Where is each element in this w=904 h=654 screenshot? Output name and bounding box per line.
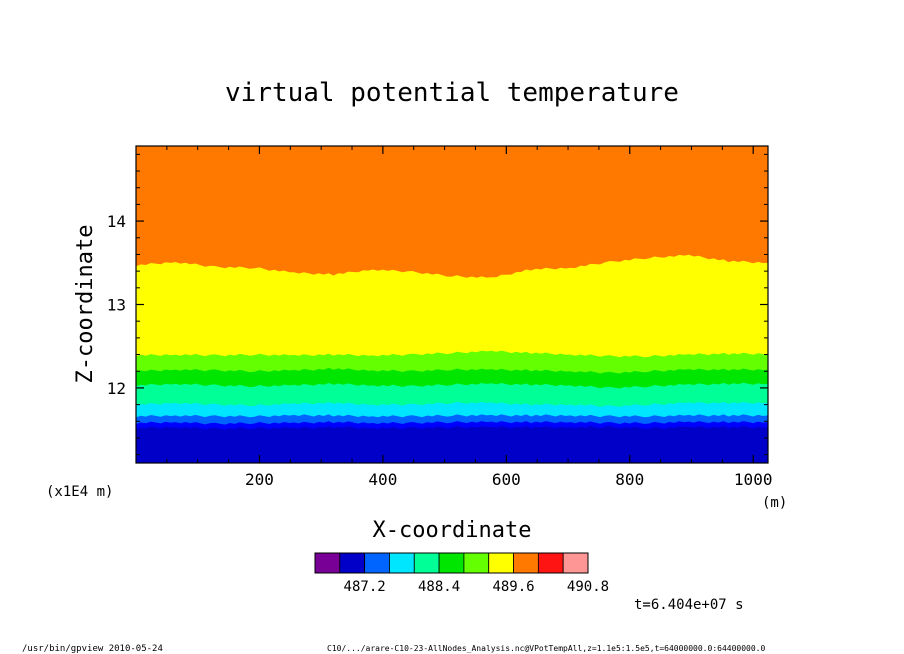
colorbar-swatch — [413, 552, 440, 574]
colorbar-swatch — [488, 552, 514, 574]
colorbar-labels: 487.2 488.4 489.6 490.8 — [344, 579, 610, 595]
colorbar — [314, 552, 589, 574]
x-tick-label: 600 — [492, 470, 521, 489]
colorbar-swatch — [562, 552, 589, 574]
axis-ticks — [136, 146, 768, 463]
colorbar-swatch — [438, 552, 465, 574]
contour-band-8 — [136, 146, 768, 278]
colorbar-swatch — [339, 552, 366, 574]
x-axis-label: X-coordinate — [373, 518, 532, 543]
colorbar-frame — [314, 552, 589, 574]
colorbar-swatch — [513, 552, 539, 574]
colorbar-swatch — [389, 552, 415, 574]
y-tick-label: 14 — [107, 212, 126, 231]
footer-right: C10/.../arare-C10-23-AllNodes_Analysis.n… — [327, 644, 765, 653]
colorbar-tick-label: 489.6 — [492, 579, 534, 595]
x-unit-label: (m) — [762, 495, 787, 511]
time-label: t=6.404e+07 s — [634, 597, 744, 613]
colorbar-swatch — [537, 552, 564, 574]
colorbar-swatch — [463, 552, 490, 574]
footer-left: /usr/bin/gpview 2010-05-24 — [22, 644, 163, 654]
y-tick-label: 13 — [107, 296, 126, 315]
chart-title: virtual potential temperature — [225, 78, 679, 108]
axis-tick-labels: 200 400 600 800 1000 12 13 14 — [107, 212, 773, 489]
plot-area — [136, 146, 768, 463]
colorbar-swatch — [364, 552, 390, 574]
x-tick-label: 1000 — [734, 470, 773, 489]
colorbar-swatch — [314, 552, 341, 574]
y-axis-label: Z-coordinate — [73, 225, 98, 384]
y-tick-label: 12 — [107, 379, 126, 398]
colorbar-tick-label: 490.8 — [567, 579, 609, 595]
y-unit-label: (x1E4 m) — [46, 484, 113, 500]
x-tick-label: 800 — [615, 470, 644, 489]
colorbar-tick-label: 487.2 — [344, 579, 386, 595]
colorbar-tick-label: 488.4 — [418, 579, 460, 595]
x-tick-label: 200 — [245, 470, 274, 489]
x-tick-label: 400 — [368, 470, 397, 489]
